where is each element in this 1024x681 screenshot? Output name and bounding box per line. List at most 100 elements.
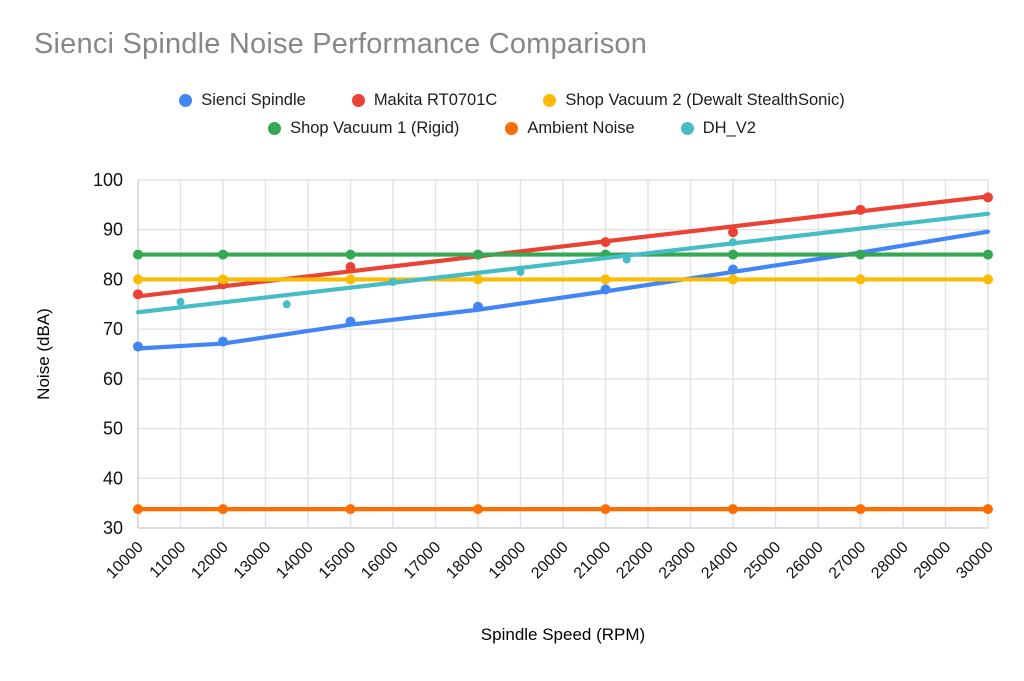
x-axis-title: Spindle Speed (RPM) bbox=[480, 625, 646, 644]
data-point-marker bbox=[855, 274, 866, 285]
series-ambient-noise bbox=[133, 504, 993, 515]
x-tick-label: 12000 bbox=[188, 539, 232, 583]
x-tick-label: 28000 bbox=[868, 539, 912, 583]
data-point-marker bbox=[600, 284, 611, 295]
data-point-marker bbox=[855, 204, 866, 215]
x-tick-label: 19000 bbox=[486, 539, 530, 583]
data-point-marker bbox=[345, 262, 356, 272]
data-point-marker bbox=[345, 316, 356, 327]
data-point-marker bbox=[345, 274, 356, 285]
data-point-marker bbox=[622, 255, 631, 264]
gridlines bbox=[137, 179, 989, 529]
legend-swatch-icon bbox=[680, 122, 694, 135]
legend-item-dh-v2: DH_V2 bbox=[680, 119, 756, 138]
x-tick-label: 21000 bbox=[571, 539, 615, 583]
legend-row: Shop Vacuum 1 (Rigid) Ambient Noise DH_V2 bbox=[268, 119, 756, 138]
legend-item-makita-rt0701c: Makita RT0701C bbox=[351, 91, 498, 110]
x-tick-label: 18000 bbox=[443, 539, 487, 583]
y-tick-labels: 30 40 50 60 70 80 90 100 bbox=[93, 170, 123, 538]
legend-item-ambient-noise: Ambient Noise bbox=[505, 119, 635, 138]
data-point-marker bbox=[983, 504, 993, 515]
x-tick-label: 13000 bbox=[231, 539, 275, 583]
data-point-marker bbox=[855, 249, 866, 260]
legend-item-shop-vacuum-2-dewalt-stealthsonic: Shop Vacuum 2 (Dewalt StealthSonic) bbox=[543, 91, 845, 110]
data-point-marker bbox=[133, 249, 143, 260]
x-tick-label: 29000 bbox=[911, 539, 955, 583]
data-point-marker bbox=[728, 264, 738, 275]
legend-swatch-icon bbox=[505, 122, 519, 135]
data-point-marker bbox=[983, 192, 993, 203]
chart-legend: Sienci Spindle Makita RT0701C Shop Vacuum … bbox=[0, 91, 1024, 138]
legend-row: Sienci Spindle Makita RT0701C Shop Vacuum … bbox=[179, 91, 845, 110]
x-tick-label: 27000 bbox=[826, 539, 870, 583]
legend-label: DH_V2 bbox=[702, 119, 756, 137]
data-point-marker bbox=[282, 300, 291, 309]
legend-label: Shop Vacuum 1 (Rigid) bbox=[290, 119, 460, 137]
legend-label: Makita RT0701C bbox=[373, 91, 498, 109]
legend-item-sienci-spindle: Sienci Spindle bbox=[179, 91, 306, 110]
data-point-marker bbox=[218, 504, 228, 515]
x-tick-labels: 10000 11000 12000 13000 14000 15000 16000 17000… bbox=[103, 539, 997, 583]
data-point-marker bbox=[133, 274, 143, 285]
data-point-marker bbox=[473, 301, 483, 312]
x-tick-label: 24000 bbox=[698, 539, 742, 583]
y-tick-label: 50 bbox=[103, 419, 123, 439]
legend-label: Ambient Noise bbox=[527, 119, 635, 137]
legend-swatch-icon bbox=[543, 94, 557, 107]
data-point-marker bbox=[728, 274, 738, 285]
data-point-marker bbox=[218, 336, 228, 347]
y-tick-label: 30 bbox=[103, 518, 123, 538]
x-tick-label: 26000 bbox=[783, 539, 827, 583]
data-point-marker bbox=[855, 504, 866, 515]
data-point-marker bbox=[176, 297, 185, 306]
y-tick-label: 100 bbox=[93, 170, 123, 190]
data-point-marker bbox=[983, 249, 993, 260]
legend-label: Sienci Spindle bbox=[201, 91, 306, 109]
data-point-marker bbox=[473, 274, 483, 285]
legend-label: Shop Vacuum 2 (Dewalt StealthSonic) bbox=[565, 91, 845, 109]
data-point-marker bbox=[728, 249, 738, 260]
y-tick-label: 90 bbox=[103, 220, 123, 240]
legend-swatch-icon bbox=[351, 94, 365, 107]
data-point-marker bbox=[728, 504, 738, 515]
data-point-marker bbox=[345, 504, 356, 515]
x-tick-label: 10000 bbox=[103, 539, 147, 583]
data-point-marker bbox=[600, 504, 611, 515]
y-tick-label: 70 bbox=[103, 319, 123, 339]
x-tick-label: 16000 bbox=[358, 539, 402, 583]
data-point-marker bbox=[133, 504, 143, 515]
y-tick-label: 40 bbox=[103, 468, 123, 488]
x-tick-label: 17000 bbox=[401, 539, 445, 583]
data-point-marker bbox=[389, 277, 397, 286]
data-point-marker bbox=[345, 249, 356, 260]
legend-item-shop-vacuum-1-rigid: Shop Vacuum 1 (Rigid) bbox=[268, 119, 459, 138]
data-point-marker bbox=[133, 341, 143, 352]
y-axis-title: Noise (dBA) bbox=[34, 308, 53, 400]
data-point-marker bbox=[473, 249, 483, 260]
data-point-marker bbox=[729, 238, 737, 247]
data-point-marker bbox=[728, 227, 738, 238]
legend-swatch-icon bbox=[179, 94, 193, 107]
legend-swatch-icon bbox=[268, 122, 282, 135]
data-point-marker bbox=[600, 274, 611, 285]
x-tick-label: 22000 bbox=[613, 539, 657, 583]
x-tick-label: 20000 bbox=[528, 539, 572, 583]
trend-line bbox=[135, 211, 991, 315]
x-tick-label: 14000 bbox=[273, 539, 317, 583]
x-tick-label: 15000 bbox=[316, 539, 360, 583]
x-tick-label: 25000 bbox=[741, 539, 785, 583]
data-point-marker bbox=[218, 274, 228, 285]
x-tick-label: 30000 bbox=[953, 539, 997, 583]
x-tick-label: 11000 bbox=[147, 539, 190, 582]
data-point-marker bbox=[473, 504, 483, 515]
y-tick-label: 60 bbox=[103, 369, 123, 389]
data-point-marker bbox=[218, 249, 228, 260]
data-point-marker bbox=[600, 237, 611, 248]
x-tick-label: 23000 bbox=[656, 539, 700, 583]
series-dh-v2 bbox=[135, 211, 991, 315]
data-point-marker bbox=[516, 267, 525, 276]
chart-title: Sienci Spindle Noise Performance Compari… bbox=[34, 28, 648, 60]
y-tick-label: 80 bbox=[103, 269, 123, 289]
data-point-marker bbox=[133, 289, 143, 300]
